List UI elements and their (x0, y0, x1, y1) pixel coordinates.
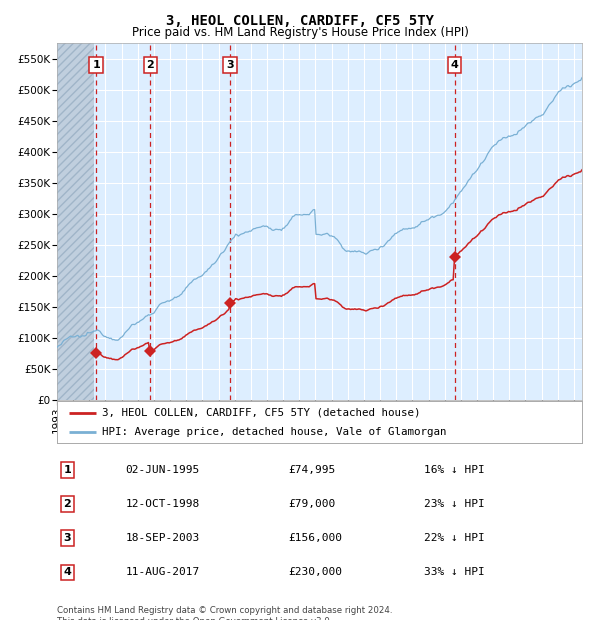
Text: HPI: Average price, detached house, Vale of Glamorgan: HPI: Average price, detached house, Vale… (101, 427, 446, 437)
Polygon shape (57, 43, 94, 400)
Text: 2: 2 (146, 60, 154, 70)
Text: 1: 1 (64, 465, 71, 475)
Text: 3, HEOL COLLEN, CARDIFF, CF5 5TY: 3, HEOL COLLEN, CARDIFF, CF5 5TY (166, 14, 434, 28)
Text: 3, HEOL COLLEN, CARDIFF, CF5 5TY (detached house): 3, HEOL COLLEN, CARDIFF, CF5 5TY (detach… (101, 407, 420, 417)
Text: 4: 4 (451, 60, 458, 70)
Text: 4: 4 (64, 567, 71, 577)
Text: Contains HM Land Registry data © Crown copyright and database right 2024.
This d: Contains HM Land Registry data © Crown c… (57, 606, 392, 620)
Text: 02-JUN-1995: 02-JUN-1995 (125, 465, 199, 475)
Text: 22% ↓ HPI: 22% ↓ HPI (425, 533, 485, 543)
Text: £74,995: £74,995 (288, 465, 335, 475)
Text: 3: 3 (226, 60, 234, 70)
Text: 3: 3 (64, 533, 71, 543)
Text: 18-SEP-2003: 18-SEP-2003 (125, 533, 199, 543)
Text: 1: 1 (92, 60, 100, 70)
Text: 11-AUG-2017: 11-AUG-2017 (125, 567, 199, 577)
Text: 2: 2 (64, 499, 71, 509)
Text: 33% ↓ HPI: 33% ↓ HPI (425, 567, 485, 577)
Text: £230,000: £230,000 (288, 567, 342, 577)
Text: 12-OCT-1998: 12-OCT-1998 (125, 499, 199, 509)
Text: 16% ↓ HPI: 16% ↓ HPI (425, 465, 485, 475)
Text: Price paid vs. HM Land Registry's House Price Index (HPI): Price paid vs. HM Land Registry's House … (131, 26, 469, 39)
Text: £79,000: £79,000 (288, 499, 335, 509)
Text: £156,000: £156,000 (288, 533, 342, 543)
Text: 23% ↓ HPI: 23% ↓ HPI (425, 499, 485, 509)
